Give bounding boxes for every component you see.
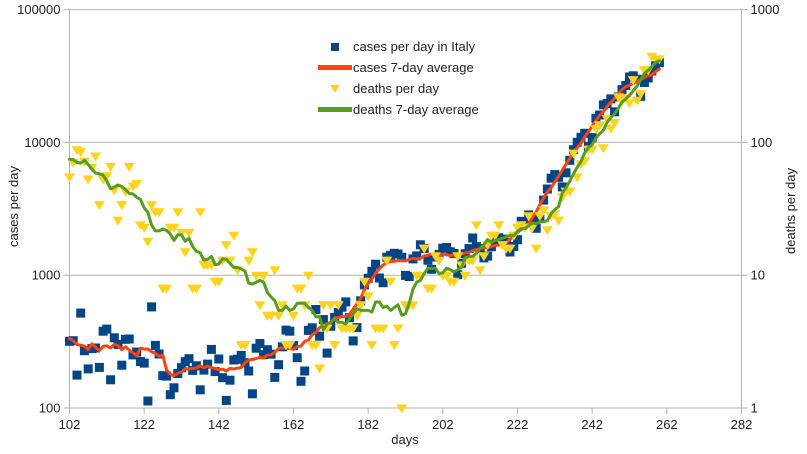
legend-label-cases-average: cases 7-day average xyxy=(353,60,474,75)
legend-item-cases: cases per day in Italy xyxy=(316,36,479,57)
gridlines xyxy=(69,9,742,409)
legend-label-cases: cases per day in Italy xyxy=(353,39,476,54)
legend-item-deaths-average: deaths 7-day average xyxy=(316,99,479,120)
deaths-average-line xyxy=(68,59,661,332)
x-axis-title: days xyxy=(391,432,419,447)
x-tick-label: 262 xyxy=(656,417,678,432)
legend-item-deaths: deaths per day xyxy=(316,78,479,99)
deaths-average-line-icon xyxy=(316,107,353,112)
y-left-tick-label: 100 xyxy=(39,401,61,416)
y-left-tick-label: 1000 xyxy=(32,268,61,283)
x-tick-label: 142 xyxy=(208,417,230,432)
left-axis-title: cases per day xyxy=(6,166,21,247)
cases-average-line xyxy=(68,67,661,378)
cases-square-icon xyxy=(316,42,353,51)
cases-average-line-icon xyxy=(316,65,353,70)
legend-label-deaths-average: deaths 7-day average xyxy=(353,102,479,117)
x-tick-label: 122 xyxy=(133,417,155,432)
x-axis-labels: 102 122 142 162 182 202 222 242 262 282 xyxy=(59,417,753,432)
x-tick-label: 282 xyxy=(731,417,753,432)
legend-label-deaths: deaths per day xyxy=(353,81,440,96)
y-right-tick-label: 100 xyxy=(751,135,773,150)
x-tick-label: 182 xyxy=(357,417,379,432)
y-axis-right-labels: 1 10 100 1000 xyxy=(751,2,780,415)
x-tick-label: 222 xyxy=(507,417,529,432)
x-tick-label: 202 xyxy=(432,417,454,432)
right-axis-title: deaths per day xyxy=(783,168,798,255)
y-axis-left-labels: 100 1000 10000 100000 xyxy=(17,2,60,415)
y-right-tick-label: 1000 xyxy=(751,2,780,17)
axis-ticks xyxy=(63,9,748,414)
y-left-tick-label: 10000 xyxy=(24,135,60,150)
legend-item-cases-average: cases 7-day average xyxy=(316,57,479,78)
y-left-tick-label: 100000 xyxy=(17,2,60,17)
x-tick-label: 162 xyxy=(283,417,305,432)
x-tick-label: 242 xyxy=(581,417,603,432)
y-right-tick-label: 10 xyxy=(751,268,765,283)
x-tick-label: 102 xyxy=(59,417,81,432)
deaths-triangle-icon xyxy=(316,84,353,93)
y-right-tick-label: 1 xyxy=(751,401,758,416)
legend: cases per day in Italy cases 7-day avera… xyxy=(316,36,479,120)
